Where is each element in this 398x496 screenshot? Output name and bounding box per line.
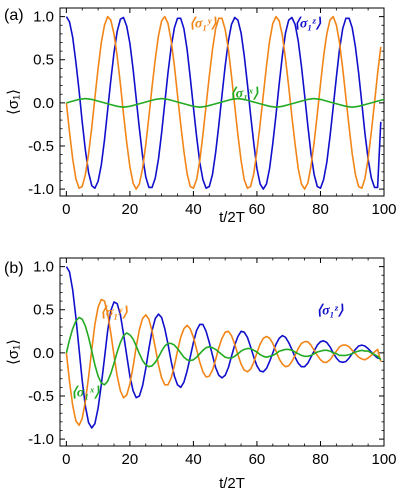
series-label-0: ⟨σ₁ᶻ⟩ <box>294 17 321 32</box>
series-label-2: ⟨σ₁ˣ⟩ <box>230 87 259 102</box>
x-tick-label: 0 <box>62 201 70 218</box>
x-tick-label: 80 <box>312 451 329 468</box>
panel-label: (a) <box>4 7 24 24</box>
x-tick-label: 20 <box>122 201 139 218</box>
y-tick-label: 0.5 <box>33 302 54 319</box>
y-tick-label: 1.0 <box>33 9 54 26</box>
series-line-2 <box>66 97 384 108</box>
y-tick-label: -0.5 <box>28 138 54 155</box>
plot-frame <box>59 7 385 197</box>
series-label-0: ⟨σ₁ᶻ⟩ <box>317 304 344 319</box>
plot-frame <box>59 257 385 447</box>
x-tick-label: 60 <box>249 451 266 468</box>
series-line-0 <box>65 266 382 429</box>
y-axis-title: ⟨σ₁⟩ <box>5 89 22 115</box>
x-tick-label: 40 <box>185 451 202 468</box>
chart-panel-1: (b) 0 20 40 60 80 100 -1.0 -0.5 0.0 0.5 1.0 t/2T ⟨σ₁⟩… <box>4 257 397 492</box>
x-tick-label: 100 <box>371 451 396 468</box>
x-tick-label: 20 <box>122 451 139 468</box>
y-tick-label: -0.5 <box>28 388 54 405</box>
panel-label: (b) <box>4 260 24 277</box>
x-tick-label: 0 <box>62 451 70 468</box>
series-label-2: ⟨σ₁ˣ⟩ <box>71 386 100 401</box>
chart-panel-0: (a) 0 20 40 60 80 100 -1.0 -0.5 0.0 0.5 1.0 t/2T ⟨σ₁⟩… <box>4 7 397 226</box>
x-tick-label: 40 <box>185 201 202 218</box>
y-tick-label: 0.0 <box>33 95 54 112</box>
y-tick-label: 0.0 <box>33 345 54 362</box>
x-axis-title: t/2T <box>219 209 245 226</box>
series-line-1 <box>65 15 382 190</box>
x-tick-label: 60 <box>249 201 266 218</box>
y-axis-title: ⟨σ₁⟩ <box>5 339 22 365</box>
series-label-1: ⟨σ₁ʸ⟩ <box>100 305 128 320</box>
x-axis-title: t/2T <box>219 475 245 492</box>
y-tick-label: -1.0 <box>28 181 54 198</box>
series-line-1 <box>65 298 382 427</box>
x-tick-label: 80 <box>312 201 329 218</box>
series-label-1: ⟨σ₁ʸ⟩ <box>189 17 217 32</box>
series-line-0 <box>65 16 382 190</box>
x-tick-label: 100 <box>371 201 396 218</box>
series-line-2 <box>65 316 382 386</box>
y-tick-label: 0.5 <box>33 52 54 69</box>
y-tick-label: 1.0 <box>33 259 54 276</box>
y-tick-label: -1.0 <box>28 431 54 448</box>
